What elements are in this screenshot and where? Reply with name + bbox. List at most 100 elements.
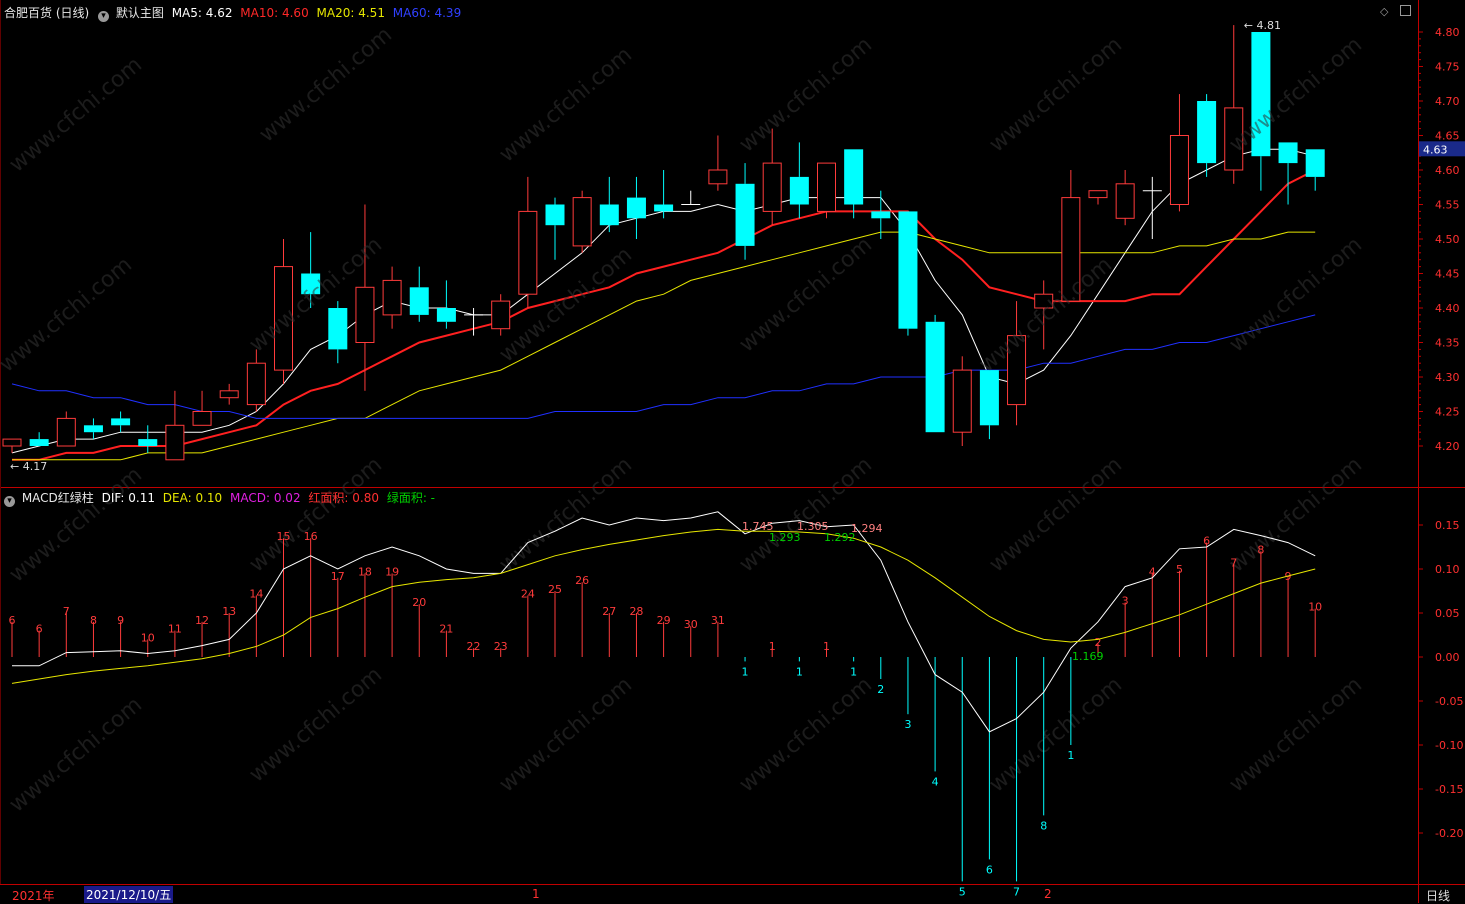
macd-bar-label: 31 — [711, 614, 725, 627]
candle-body-up — [1115, 183, 1135, 219]
macd-annotation: 1.293 — [769, 531, 801, 544]
candle-body-up — [762, 162, 782, 212]
price-tick-label: 4.20 — [1435, 440, 1460, 453]
template-label[interactable]: 默认主图 — [115, 6, 164, 20]
candle-body-up — [274, 266, 293, 371]
macd-annotation: 1.292 — [824, 531, 856, 544]
candle-body-down — [1251, 32, 1271, 157]
macd-bar-label: 28 — [629, 605, 643, 618]
candle-body-down — [599, 204, 619, 226]
macd-bar-label: 1 — [769, 640, 776, 653]
macd-bar-label: 6 — [36, 623, 43, 636]
candle-body-up — [1061, 197, 1081, 302]
watermark-text: www.cfchi.com — [985, 672, 1127, 797]
price-tick-label: 4.60 — [1435, 164, 1460, 177]
watermark-text: www.cfchi.com — [735, 32, 877, 157]
ma-line-ma60 — [11, 314, 1316, 419]
candle-body-down — [328, 308, 348, 350]
macd-title[interactable]: MACD红绿柱 — [21, 491, 94, 505]
macd-annotation: 1.169 — [1072, 650, 1104, 663]
stock-title[interactable]: 合肥百货 (日线) — [4, 6, 90, 20]
price-tick-label: 4.65 — [1435, 130, 1460, 143]
candle-body-down — [626, 197, 646, 219]
ma20-label: MA20: 4.51 — [316, 6, 385, 20]
macd-bar-label: 6 — [9, 614, 16, 627]
candle-body-up — [192, 411, 212, 426]
watermark-text: www.cfchi.com — [255, 22, 397, 147]
macd-bar-label: 18 — [358, 565, 372, 578]
watermark-text: www.cfchi.com — [975, 252, 1117, 377]
price-tick-label: 4.50 — [1435, 233, 1460, 246]
candle-body-up — [2, 438, 22, 447]
macd-tick-label: -0.20 — [1435, 827, 1463, 840]
period-label[interactable]: 日线 — [1426, 889, 1451, 903]
macd-bar-label: 3 — [1122, 594, 1129, 607]
candle-body-down — [138, 439, 158, 446]
macd-bar-label: 26 — [575, 574, 589, 587]
candle-body-up — [1224, 107, 1244, 171]
chevron-down-icon[interactable]: ▾ — [98, 11, 110, 22]
macd-bar-label: 17 — [331, 570, 345, 583]
macd-label: MACD: 0.02 — [230, 491, 301, 505]
macd-tick-label: -0.10 — [1435, 739, 1463, 752]
macd-bar-label: 8 — [1257, 543, 1264, 556]
price-tick-label: 4.40 — [1435, 302, 1460, 315]
macd-tick-label: -0.05 — [1435, 695, 1463, 708]
macd-bar-label: 10 — [141, 631, 155, 644]
price-tick-label: 4.75 — [1435, 61, 1460, 74]
candle-body-down — [409, 287, 429, 315]
candle-body-up — [219, 390, 239, 399]
diamond-icon[interactable]: ◇ — [1380, 5, 1389, 18]
footer-month-2: 2 — [1044, 887, 1052, 901]
header-bar: 合肥百货 (日线) ▾ 默认主图 MA5: 4.62 MA10: 4.60 MA… — [4, 4, 462, 22]
candle-body-down — [844, 149, 864, 205]
footer-date: 2021/12/10/五 — [84, 886, 174, 903]
candle-body-down — [654, 204, 674, 212]
macd-header-bar: ▾ MACD红绿柱 DIF: 0.11 DEA: 0.10 MACD: 0.02… — [4, 489, 436, 507]
price-tick-label: 4.45 — [1435, 268, 1460, 281]
price-tick-label: 4.55 — [1435, 199, 1460, 212]
macd-bar-label: 23 — [494, 640, 508, 653]
candle-body-up — [1034, 293, 1054, 309]
ma-line-ma20 — [12, 231, 1316, 461]
macd-annotation: 1.745 — [742, 520, 774, 533]
watermark-text: www.cfchi.com — [735, 452, 877, 577]
macd-bar-label: 1 — [823, 640, 830, 653]
watermark-text: www.cfchi.com — [495, 42, 637, 167]
price-tick-label: 4.70 — [1435, 95, 1460, 108]
macd-bar-label: 8 — [1040, 819, 1047, 832]
dea-label: DEA: 0.10 — [162, 491, 223, 505]
green-area-label: 绿面积: - — [386, 491, 436, 505]
macd-annotation: 1.305 — [797, 520, 829, 533]
macd-bar-label: 1 — [742, 665, 749, 678]
candle-body-up — [355, 286, 375, 343]
candle-body-down — [871, 211, 891, 219]
macd-bar-label: 11 — [168, 623, 182, 636]
candle-body-up — [165, 424, 185, 461]
candle-body-up — [491, 300, 511, 330]
chevron-down-icon[interactable]: ▾ — [4, 496, 15, 507]
macd-bar-label: 2 — [1095, 636, 1102, 649]
red-area-label: 红面积: 0.80 — [308, 491, 379, 505]
watermark-text: www.cfchi.com — [735, 672, 877, 797]
candle-body-up — [1088, 190, 1108, 199]
window-icon[interactable] — [1399, 5, 1411, 16]
ma60-label: MA60: 4.39 — [392, 6, 462, 20]
candle-body-up — [572, 197, 592, 247]
candle-body-up — [708, 169, 728, 185]
macd-tick-label: 0.15 — [1435, 519, 1460, 532]
macd-bar-label: 15 — [277, 530, 291, 543]
ma-line-ma10 — [12, 169, 1316, 461]
candle-body-down — [1305, 149, 1325, 177]
macd-bar-label: 5 — [1176, 563, 1183, 576]
macd-annotation: 1.294 — [851, 522, 883, 535]
macd-tick-label: 0.10 — [1435, 563, 1460, 576]
candle-body-down — [545, 204, 565, 226]
candle-body-up — [246, 362, 266, 406]
macd-bar-label: 10 — [1308, 601, 1322, 614]
candle-body-up — [56, 417, 76, 447]
macd-bar-label: 1 — [850, 665, 857, 678]
watermark-text: www.cfchi.com — [985, 452, 1127, 577]
macd-bar-label: 20 — [412, 596, 426, 609]
